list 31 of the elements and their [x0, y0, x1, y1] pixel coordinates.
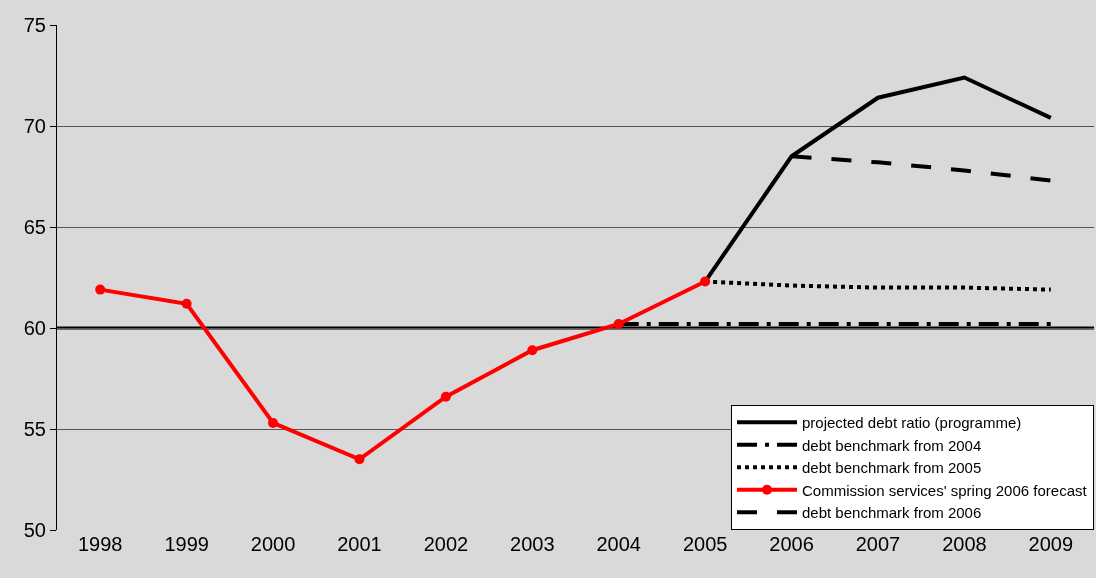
x-tick-label: 2002	[423, 533, 469, 555]
x-tick-label: 2004	[596, 533, 641, 555]
y-tick-label: 65	[23, 216, 46, 238]
point	[181, 298, 192, 309]
point	[700, 276, 711, 287]
x-tick-label: 2003	[510, 533, 555, 555]
point	[95, 284, 106, 295]
point	[268, 417, 279, 428]
x-tick-label: 2007	[855, 533, 901, 555]
point	[354, 454, 365, 465]
legend-label: debt benchmark from 2006	[802, 504, 982, 522]
x-tick-label: 1998	[77, 533, 123, 555]
x-tick-label: 2001	[337, 533, 382, 555]
x-tick-label: 2005	[682, 533, 728, 555]
x-tick-label: 2008	[942, 533, 987, 555]
x-tick-label: 2006	[769, 533, 814, 555]
x-tick-label: 2009	[1028, 533, 1074, 555]
point	[440, 391, 451, 402]
legend-label: debt benchmark from 2004	[802, 436, 982, 454]
x-tick-label: 1999	[164, 533, 209, 555]
y-tick-label: 70	[23, 115, 46, 137]
y-tick-label: 75	[23, 14, 46, 36]
legend-label: Commission services' spring 2006 forecast	[802, 481, 1088, 499]
legend-label: debt benchmark from 2005	[802, 459, 982, 477]
point	[527, 345, 538, 356]
point	[613, 318, 624, 329]
x-tick-label: 2000	[250, 533, 296, 555]
y-tick-label: 55	[23, 418, 46, 440]
y-tick-label: 50	[23, 519, 46, 541]
y-tick-label: 60	[23, 317, 46, 339]
legend-label: projected debt ratio (programme)	[802, 414, 1022, 432]
